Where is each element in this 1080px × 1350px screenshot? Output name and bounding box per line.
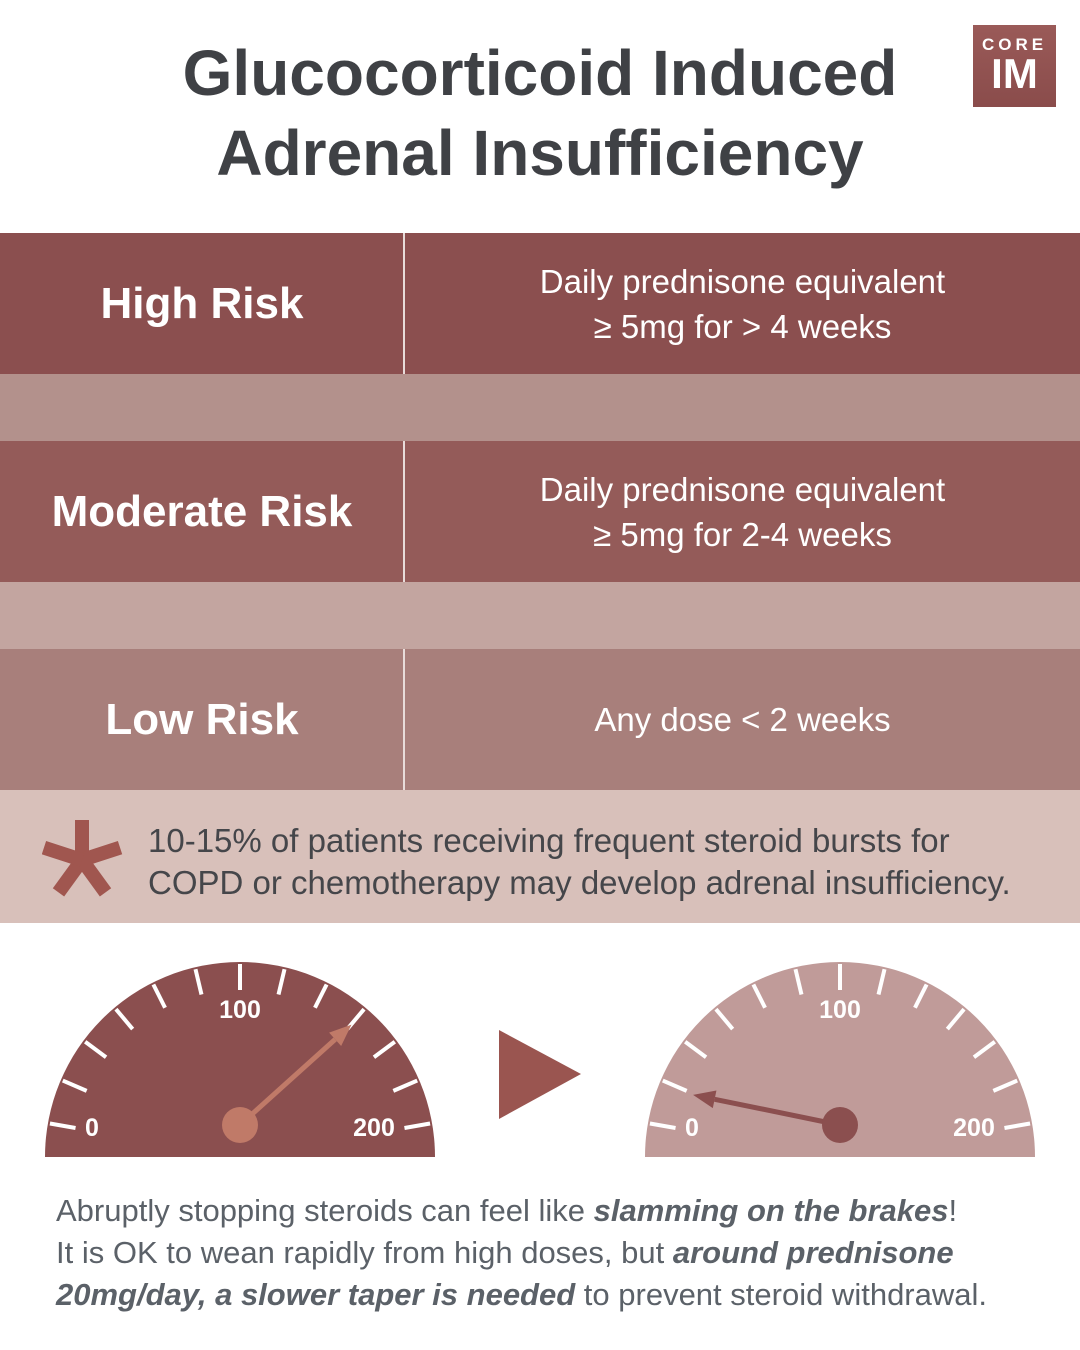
gauge-tick (193, 968, 204, 995)
gauge-tick (114, 1007, 135, 1031)
gauge-label: 0 (685, 1114, 699, 1142)
title-line-1: Glucocorticoid Induced (182, 37, 898, 109)
desc-line-1: Daily prednisone equivalent (539, 262, 946, 300)
gauge-label: 100 (219, 996, 261, 1024)
gauge-tick (683, 1040, 708, 1059)
asterisk-arm (75, 820, 89, 860)
divider (403, 441, 405, 582)
needle-arrowhead (329, 1024, 352, 1047)
gauge-tick (751, 983, 767, 1009)
footer-text-4: to prevent steroid withdrawal. (575, 1277, 987, 1312)
desc-line-2: ≥ 5mg for > 4 weeks (593, 307, 892, 345)
gauge-tick (313, 983, 329, 1009)
gauge-tick (913, 983, 929, 1009)
note-box: 10-15% of patients receiving frequent st… (0, 790, 1080, 923)
divider (403, 233, 405, 374)
speedometer-gauge: 0 100 200 (645, 962, 1035, 1157)
gauge-tick (83, 1040, 108, 1059)
desc-line-2: ≥ 5mg for 2-4 weeks (593, 515, 892, 553)
footer-text-1: Abruptly stopping steroids can feel like (56, 1193, 594, 1228)
risk-row-high: High Risk Daily prednisone equivalent ≥ … (0, 233, 1080, 374)
gauge-tick (876, 968, 887, 995)
note-text: 10-15% of patients receiving frequent st… (148, 820, 1011, 904)
note-line-1: 10-15% of patients receiving frequent st… (148, 822, 950, 859)
gauge-face (645, 962, 1035, 1157)
gauge-tick (972, 1040, 997, 1059)
gauge-tick (372, 1040, 397, 1059)
gauge-tick (61, 1078, 88, 1093)
gauge-label: 200 (353, 1114, 395, 1142)
gauge-needle (714, 1096, 841, 1128)
gauge-tick (276, 968, 287, 995)
gauge-tick (151, 983, 167, 1009)
risk-description: Daily prednisone equivalent ≥ 5mg for 2-… (405, 441, 1080, 582)
risk-row-moderate: Moderate Risk Daily prednisone equivalen… (0, 441, 1080, 582)
risk-label: High Risk (100, 278, 304, 328)
footer-emphasis-2: around prednisone (672, 1235, 954, 1270)
core-im-logo: CORE IM (973, 25, 1056, 107)
gauge-tick (392, 1078, 419, 1093)
footer-text-2: ! (948, 1193, 958, 1228)
risk-row-low: Low Risk Any dose < 2 weeks (0, 649, 1080, 790)
gauge-tick (1004, 1121, 1031, 1130)
footer-text-3: It is OK to wean rapidly from high doses… (56, 1235, 673, 1270)
footer-emphasis-1: slamming on the brakes (593, 1193, 949, 1228)
gauge-label: 0 (85, 1114, 99, 1142)
gauge-label: 200 (953, 1114, 995, 1142)
play-arrow-icon (499, 1030, 581, 1119)
spacer (0, 582, 1080, 649)
divider (403, 649, 405, 790)
title-line-2: Adrenal Insufficiency (216, 117, 864, 189)
note-line-2: COPD or chemotherapy may develop adrenal… (148, 864, 1011, 901)
gauge-needle (238, 1037, 337, 1127)
footer-text: Abruptly stopping steroids can feel like… (56, 1190, 987, 1316)
logo-top: CORE (981, 35, 1048, 54)
asterisk-icon (42, 820, 123, 897)
logo-bottom: IM (991, 50, 1038, 97)
gauge-tick (992, 1078, 1019, 1093)
gauge-tick (649, 1121, 676, 1130)
desc-line-1: Daily prednisone equivalent (539, 470, 946, 508)
speedometer-gauge: 0 100 200 (45, 962, 435, 1157)
gauge-pivot (222, 1107, 258, 1143)
gauge-tick (945, 1007, 966, 1031)
risk-description: Any dose < 2 weeks (405, 649, 1080, 790)
gauge-tick (404, 1121, 431, 1130)
gauge-tick (793, 968, 804, 995)
footer-emphasis-3: 20mg/day, a slower taper is needed (56, 1277, 576, 1312)
gauge-face (45, 962, 435, 1157)
gauge-label: 100 (819, 996, 861, 1024)
risk-description: Daily prednisone equivalent ≥ 5mg for > … (405, 233, 1080, 374)
gauge-tick (49, 1121, 76, 1130)
gauge-tick (714, 1007, 735, 1031)
gauge-pivot (822, 1107, 858, 1143)
desc-line-1: Any dose < 2 weeks (594, 701, 891, 738)
gauge-tick (661, 1078, 688, 1093)
risk-label: Low Risk (105, 694, 299, 744)
needle-arrowhead (693, 1090, 717, 1109)
risk-label: Moderate Risk (51, 486, 353, 536)
asterisk-arm (42, 840, 85, 867)
spacer (0, 374, 1080, 441)
